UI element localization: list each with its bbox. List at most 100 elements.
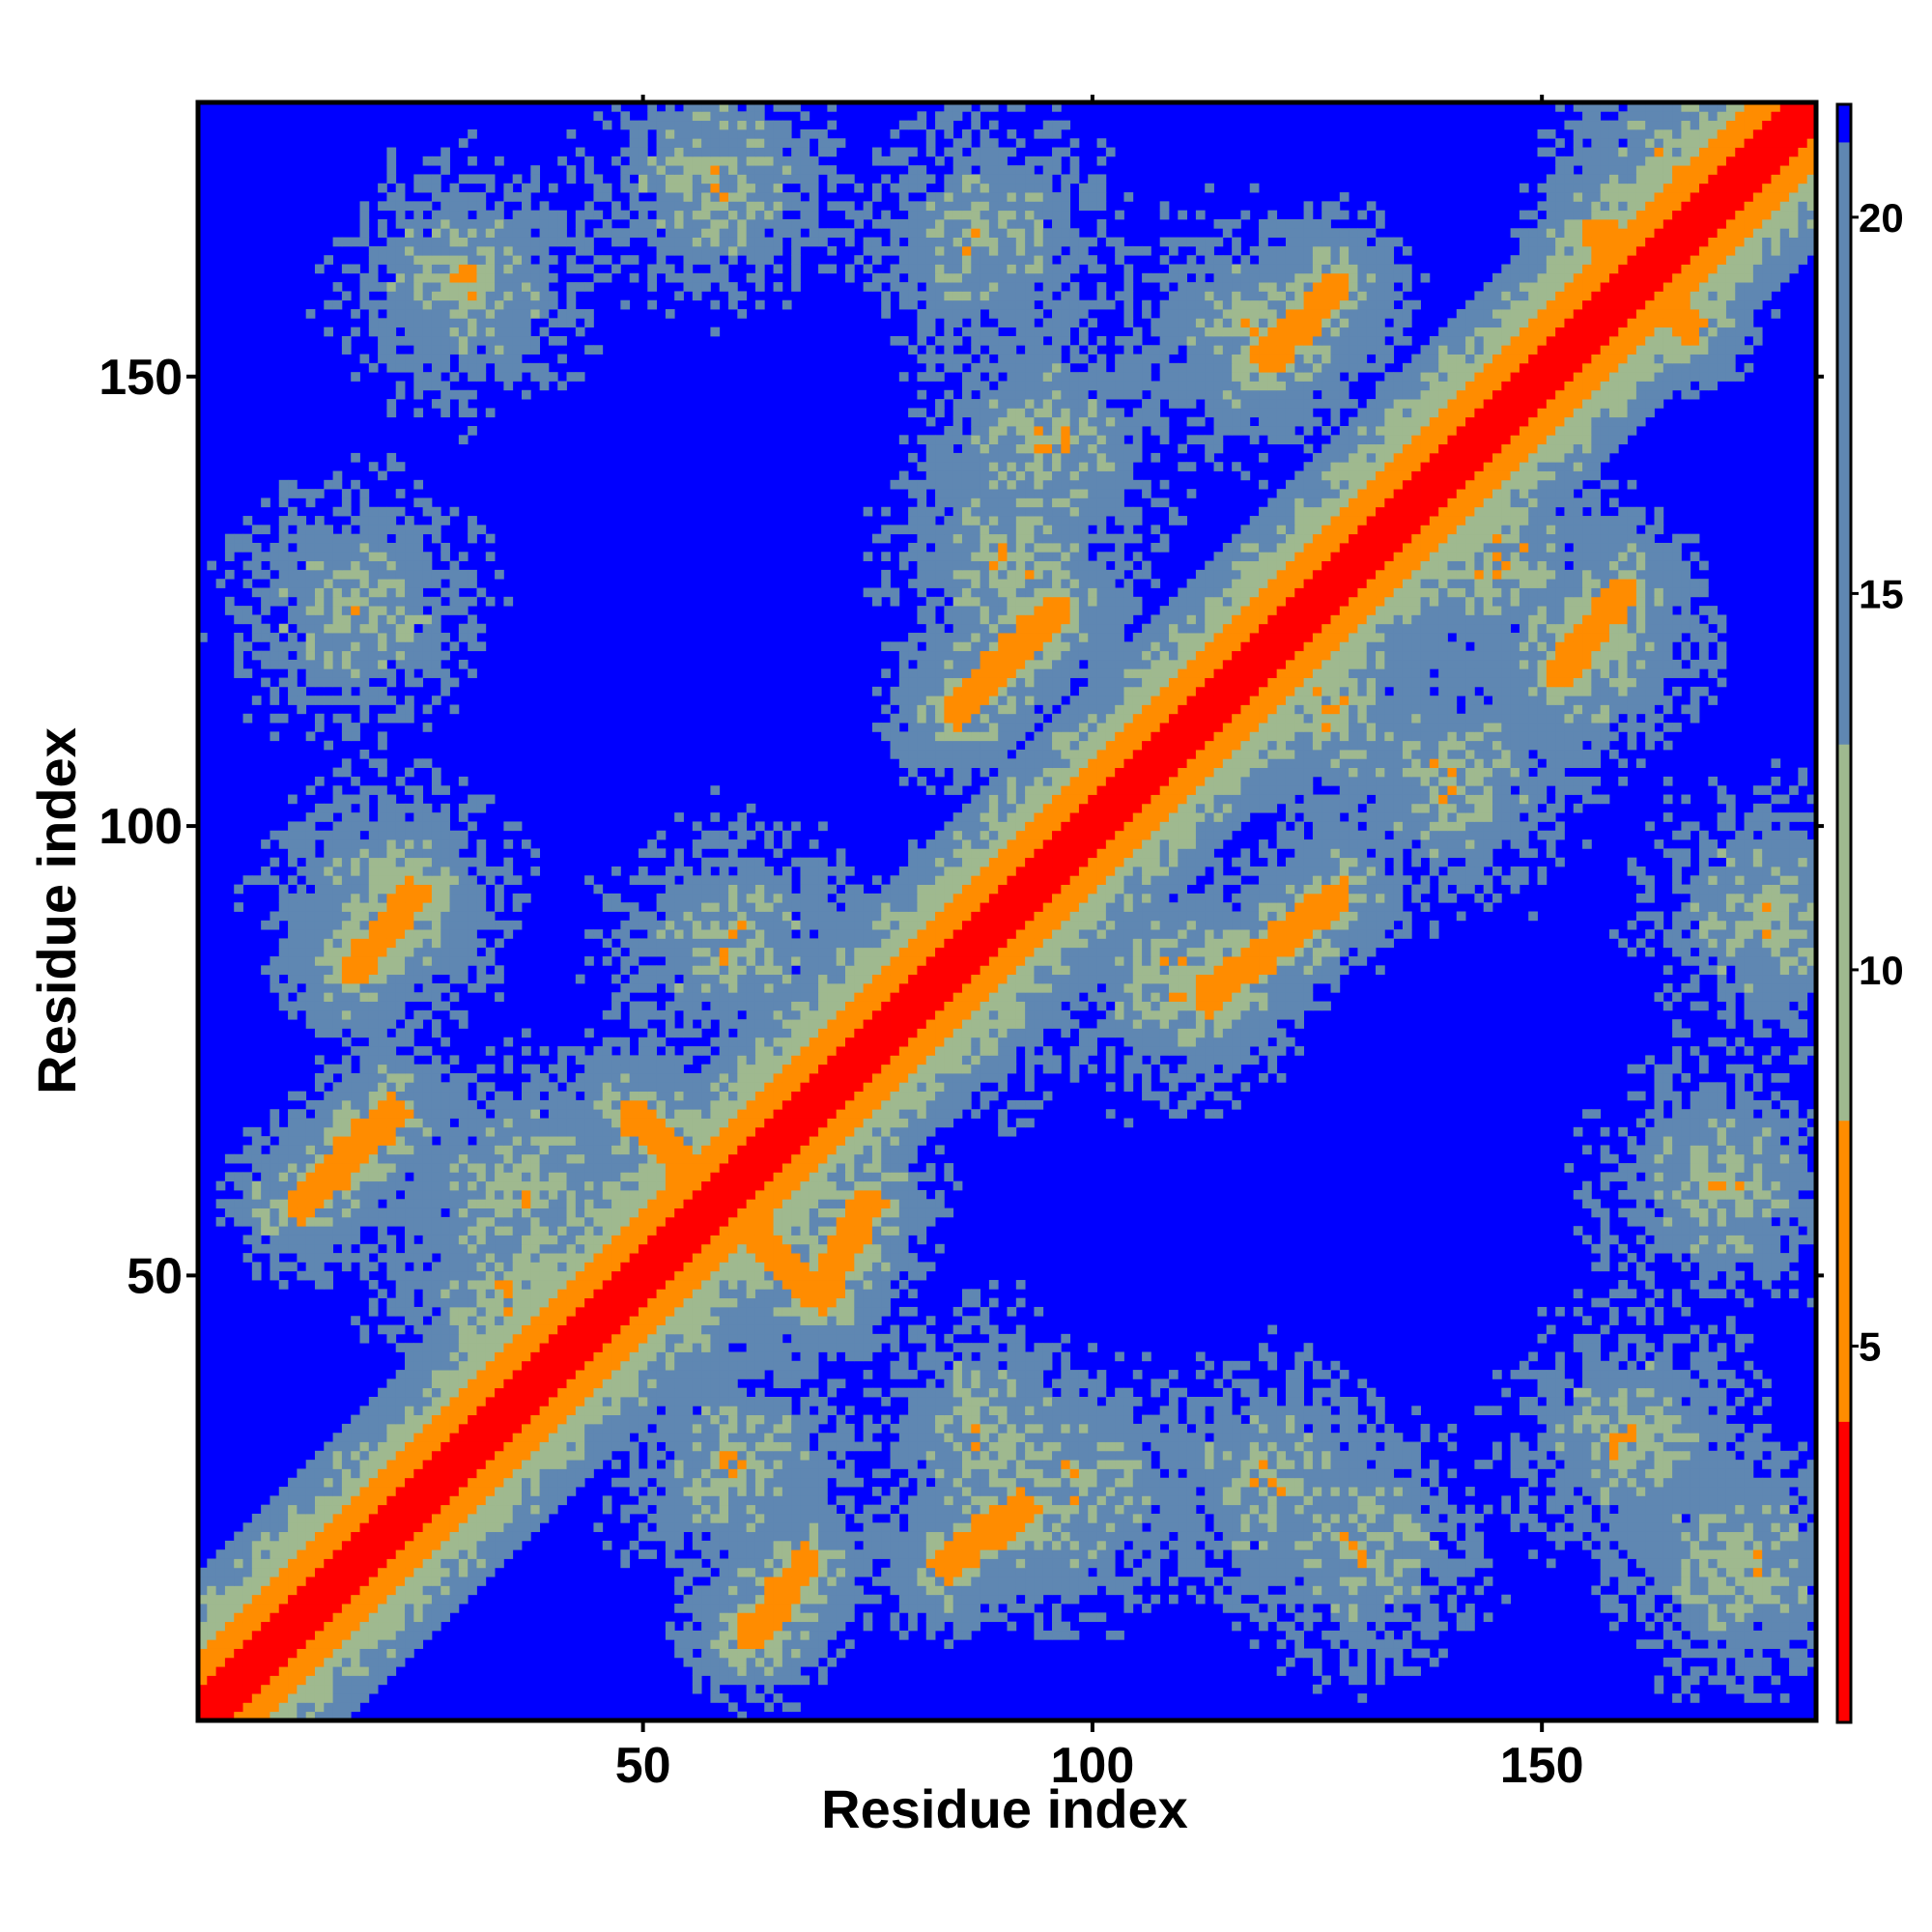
heatmap-cell	[1645, 1513, 1655, 1523]
heatmap-cell	[854, 1549, 865, 1559]
heatmap-cell	[1034, 1450, 1044, 1461]
heatmap-cell	[261, 1639, 270, 1649]
heatmap-cell	[683, 1297, 694, 1308]
heatmap-cell	[431, 1387, 441, 1398]
heatmap-cell	[754, 1487, 765, 1496]
heatmap-cell	[935, 1495, 945, 1506]
heatmap-cell	[800, 1540, 810, 1550]
heatmap-cell	[1366, 1585, 1377, 1596]
heatmap-cell	[341, 1450, 352, 1461]
heatmap-cell	[1042, 1585, 1053, 1596]
heatmap-cell	[422, 1604, 433, 1613]
heatmap-cell	[324, 1630, 333, 1640]
heatmap-cell	[485, 1504, 496, 1515]
heatmap-cell	[1276, 1406, 1287, 1416]
heatmap-cell	[647, 1549, 657, 1559]
heatmap-cell	[665, 1306, 675, 1317]
heatmap-cell	[386, 1460, 397, 1469]
heatmap-cell	[431, 1423, 441, 1434]
heatmap-cell	[512, 1540, 523, 1550]
heatmap-cell	[988, 1612, 999, 1623]
heatmap-cell	[1681, 1306, 1691, 1317]
heatmap-cell	[1690, 1522, 1700, 1532]
heatmap-cell	[773, 1612, 783, 1623]
heatmap-cell	[359, 1324, 370, 1335]
heatmap-cell	[1411, 1477, 1421, 1488]
heatmap-cell	[845, 1585, 855, 1596]
heatmap-cell	[198, 1612, 208, 1623]
heatmap-cell	[1681, 1594, 1691, 1605]
heatmap-cell	[458, 1324, 469, 1335]
heatmap-cell	[548, 1343, 558, 1352]
heatmap-cell	[270, 1684, 280, 1694]
heatmap-cell	[1357, 1604, 1368, 1613]
heatmap-cell	[935, 1406, 945, 1416]
heatmap-cell	[952, 1594, 963, 1605]
heatmap-cell	[1285, 1540, 1295, 1550]
heatmap-cell	[413, 1513, 424, 1523]
heatmap-cell	[242, 1684, 253, 1694]
heatmap-cell	[1366, 1594, 1377, 1605]
heatmap-cell	[468, 1577, 477, 1586]
heatmap-cell	[449, 1585, 460, 1596]
heatmap-cell	[305, 1684, 316, 1694]
heatmap-cell	[1349, 1460, 1358, 1469]
heatmap-cell	[242, 1702, 253, 1713]
heatmap-cell	[1303, 1621, 1314, 1632]
heatmap-cell	[305, 1531, 316, 1542]
heatmap-cell	[297, 1666, 307, 1676]
heatmap-cell	[1627, 1423, 1637, 1434]
heatmap-cell	[971, 1531, 980, 1542]
heatmap-cell	[405, 1397, 414, 1406]
heatmap-cell	[1259, 1495, 1268, 1506]
heatmap-cell	[1376, 1648, 1385, 1659]
heatmap-cell	[1052, 1585, 1062, 1596]
heatmap-cell	[314, 1567, 325, 1577]
heatmap-cell	[261, 1604, 270, 1613]
heatmap-cell	[890, 1360, 900, 1371]
heatmap-cell	[971, 1567, 980, 1577]
heatmap-cell	[485, 1387, 496, 1398]
heatmap-cell	[719, 1370, 729, 1379]
heatmap-cell	[1249, 1423, 1260, 1434]
heatmap-cell	[530, 1351, 541, 1362]
heatmap-cell	[1725, 1513, 1736, 1523]
heatmap-cell	[1249, 1450, 1260, 1461]
heatmap-cell	[1069, 1477, 1080, 1488]
heatmap-cell	[818, 1487, 828, 1496]
heatmap-cell	[692, 1531, 702, 1542]
heatmap-cell	[1393, 1558, 1404, 1569]
heatmap-cell	[1205, 1441, 1214, 1452]
heatmap-cell	[1321, 1487, 1331, 1496]
heatmap-cell	[1007, 1306, 1017, 1317]
heatmap-cell	[980, 1540, 990, 1550]
heatmap-cell	[1798, 1504, 1808, 1515]
heatmap-cell	[1376, 1522, 1385, 1532]
heatmap-cell	[1591, 1522, 1602, 1532]
heatmap-cell	[1582, 1477, 1592, 1488]
heatmap-cell	[1690, 1604, 1700, 1613]
heatmap-cell	[791, 1280, 801, 1290]
heatmap-cell	[1357, 1441, 1368, 1452]
heatmap-cell	[925, 1343, 936, 1352]
heatmap-cell	[1249, 1504, 1260, 1515]
heatmap-cell	[1654, 1612, 1664, 1623]
heatmap-cell	[1195, 1495, 1206, 1506]
heatmap-cell	[710, 1621, 721, 1632]
heatmap-cell	[980, 1343, 990, 1352]
heatmap-cell	[386, 1441, 397, 1452]
heatmap-cell	[351, 1612, 360, 1623]
heatmap-cell	[1159, 1513, 1170, 1523]
heatmap-cell	[458, 1450, 469, 1461]
heatmap-cell	[1232, 1487, 1241, 1496]
heatmap-cell	[1267, 1558, 1278, 1569]
heatmap-cell	[1042, 1522, 1053, 1532]
heatmap-cell	[1591, 1414, 1602, 1425]
heatmap-cell	[584, 1433, 594, 1442]
heatmap-cell	[297, 1702, 307, 1713]
heatmap-cell	[1662, 1378, 1673, 1389]
heatmap-cell	[593, 1522, 604, 1532]
heatmap-cell	[297, 1567, 307, 1577]
heatmap-cell	[1195, 1567, 1206, 1577]
heatmap-cell	[836, 1378, 846, 1389]
